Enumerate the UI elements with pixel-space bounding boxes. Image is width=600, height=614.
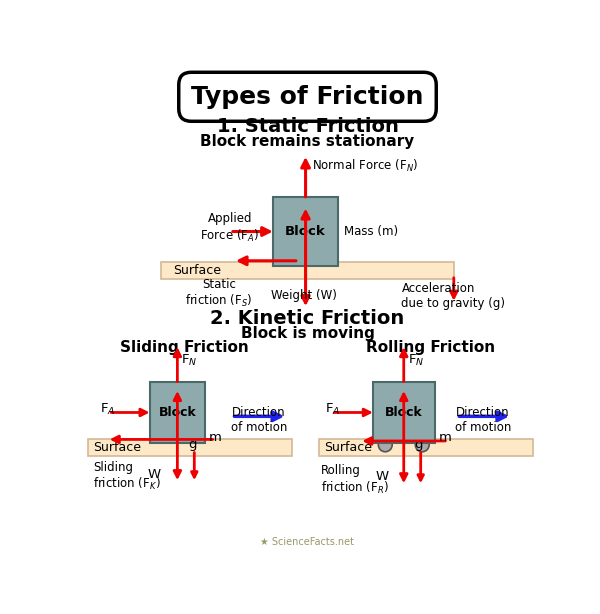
- Text: Normal Force (F$_N$): Normal Force (F$_N$): [312, 158, 418, 174]
- Bar: [149, 382, 205, 443]
- Text: F$_A$: F$_A$: [100, 402, 116, 417]
- Text: W: W: [148, 468, 161, 481]
- Text: Rolling
friction (F$_R$): Rolling friction (F$_R$): [322, 464, 389, 495]
- Text: Sliding Friction: Sliding Friction: [120, 340, 248, 354]
- Text: g: g: [188, 438, 197, 451]
- Text: ★ ScienceFacts.net: ★ ScienceFacts.net: [260, 537, 355, 547]
- Bar: [88, 440, 292, 456]
- Text: Direction
of motion: Direction of motion: [455, 406, 511, 433]
- Text: Static
friction (F$_S$): Static friction (F$_S$): [185, 278, 253, 309]
- Text: Acceleration
due to gravity (g): Acceleration due to gravity (g): [401, 282, 505, 309]
- Text: 2. Kinetic Friction: 2. Kinetic Friction: [211, 309, 404, 328]
- Text: Block: Block: [158, 406, 196, 419]
- Text: Mass (m): Mass (m): [344, 225, 398, 238]
- Text: Surface: Surface: [94, 441, 142, 454]
- Circle shape: [415, 438, 429, 452]
- Text: F$_N$: F$_N$: [181, 352, 197, 368]
- Bar: [273, 197, 338, 266]
- Text: Sliding
friction (F$_K$): Sliding friction (F$_K$): [94, 461, 161, 492]
- Text: m: m: [439, 430, 451, 444]
- Text: Block: Block: [385, 406, 422, 419]
- Text: Surface: Surface: [325, 441, 373, 454]
- Text: Block: Block: [285, 225, 326, 238]
- Bar: [373, 382, 434, 443]
- Text: Types of Friction: Types of Friction: [191, 85, 424, 109]
- Text: W: W: [376, 470, 389, 483]
- Text: Rolling Friction: Rolling Friction: [366, 340, 495, 354]
- Text: Block remains stationary: Block remains stationary: [200, 134, 415, 149]
- Bar: [319, 440, 533, 456]
- Text: F$_A$: F$_A$: [325, 402, 341, 417]
- Text: 1. Static Friction: 1. Static Friction: [217, 117, 398, 136]
- Text: Surface: Surface: [173, 264, 221, 278]
- Text: F$_N$: F$_N$: [407, 352, 424, 368]
- Bar: [161, 262, 454, 279]
- Circle shape: [379, 438, 392, 452]
- Text: m: m: [209, 430, 222, 444]
- Text: Weight (W): Weight (W): [271, 289, 337, 302]
- Text: Applied
Force (F$_A$): Applied Force (F$_A$): [200, 212, 259, 244]
- Text: Block is moving: Block is moving: [241, 327, 374, 341]
- Text: g: g: [415, 438, 423, 451]
- Text: Direction
of motion: Direction of motion: [231, 406, 287, 433]
